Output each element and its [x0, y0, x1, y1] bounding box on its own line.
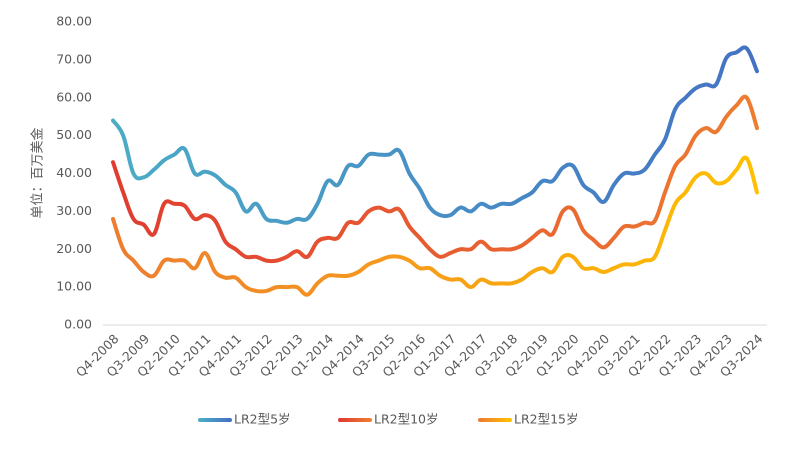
- y-tick-label: 70.00: [56, 51, 92, 66]
- y-tick-label: 60.00: [56, 89, 92, 104]
- y-tick-label: 50.00: [56, 127, 92, 142]
- legend-label: LR2型10岁: [374, 412, 439, 427]
- y-tick-label: 30.00: [56, 203, 92, 218]
- y-tick-label: 20.00: [56, 241, 92, 256]
- legend-label: LR2型15岁: [514, 412, 579, 427]
- y-tick-label: 80.00: [56, 14, 92, 29]
- series-line: [111, 94, 759, 264]
- series-line: [111, 155, 759, 297]
- series-line: [111, 45, 759, 225]
- y-tick-label: 40.00: [56, 165, 92, 180]
- y-axis-label: 单位：百万美金: [30, 127, 46, 218]
- legend-label: LR2型5岁: [234, 412, 291, 427]
- y-tick-label: 0.00: [64, 317, 92, 332]
- y-tick-label: 10.00: [56, 279, 92, 294]
